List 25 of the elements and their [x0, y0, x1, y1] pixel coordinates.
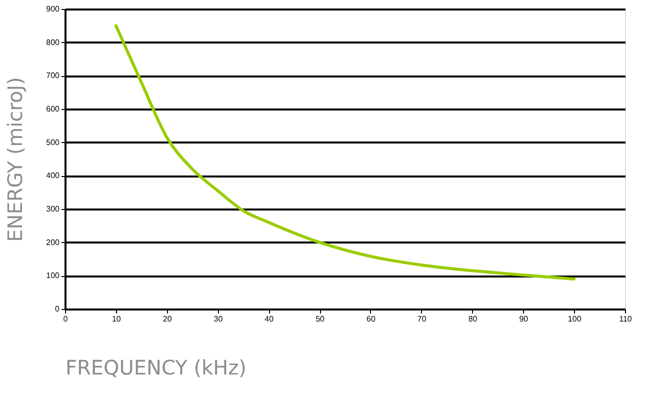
y-tick-label: 800	[46, 38, 60, 47]
x-tick-label: 80	[468, 314, 478, 324]
x-tick-label: 40	[264, 314, 274, 324]
x-tick-label: 30	[214, 314, 224, 324]
y-tick-label: 100	[46, 271, 60, 280]
x-tick-label: 0	[63, 314, 68, 324]
y-tick-label: 400	[46, 171, 60, 180]
y-tick-label: 0	[55, 304, 60, 314]
x-tick-label: 100	[568, 314, 582, 324]
x-tick-label: 20	[162, 314, 172, 324]
x-tick-label: 60	[366, 314, 376, 324]
y-tick-label: 500	[46, 138, 60, 147]
y-tick-label: 700	[46, 71, 60, 80]
x-tick-label: 50	[316, 314, 326, 324]
x-tick-label: 10	[112, 314, 122, 324]
y-axis-title: ENERGY (microJ)	[3, 77, 28, 242]
line-series	[114, 24, 576, 280]
y-tick-label: 900	[46, 4, 60, 14]
y-tick-label: 300	[46, 204, 60, 214]
x-tick-label: 90	[519, 314, 529, 324]
x-tick-label: 70	[417, 314, 427, 324]
y-tick-label: 600	[46, 104, 60, 114]
y-tick-label: 200	[46, 238, 60, 247]
x-axis-title: FREQUENCY (kHz)	[66, 356, 246, 380]
x-tick-label: 110	[619, 314, 632, 324]
